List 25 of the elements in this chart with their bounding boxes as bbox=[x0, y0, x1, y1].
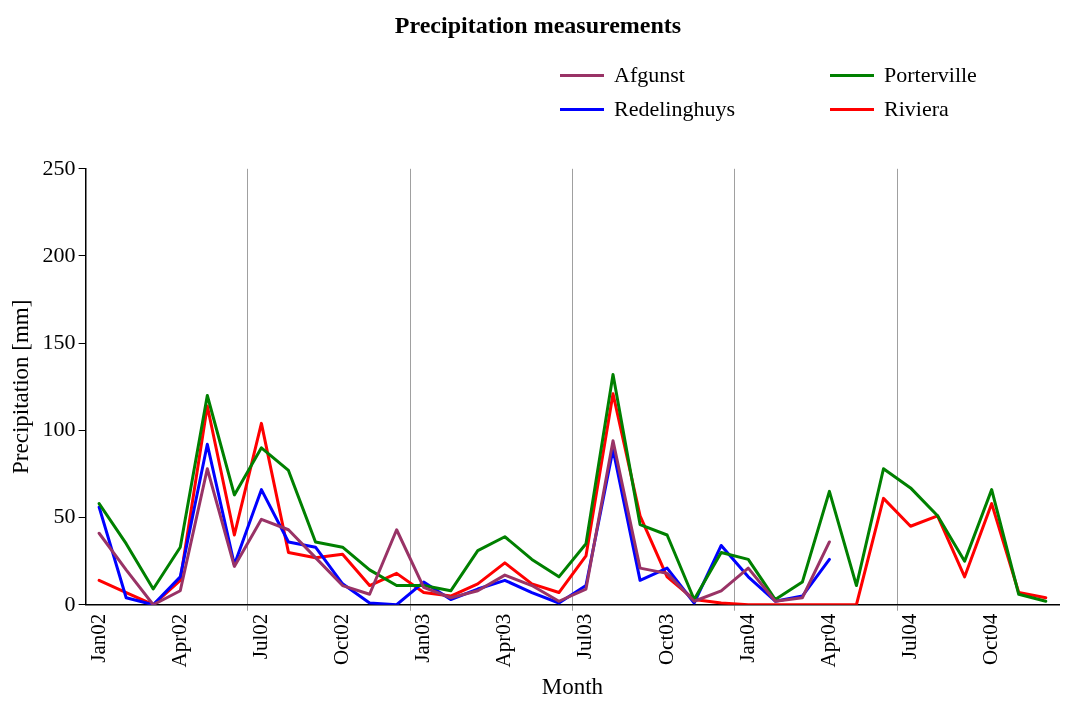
legend-label: Redelinghuys bbox=[614, 96, 735, 122]
x-tick-label: Oct04 bbox=[978, 613, 1003, 666]
x-tick-label: Oct02 bbox=[329, 613, 354, 666]
x-tick-label: Jan03 bbox=[410, 613, 435, 663]
x-tick-label: Jan04 bbox=[734, 613, 759, 663]
y-tick-label: 0 bbox=[64, 590, 76, 616]
y-axis-title: Precipitation [mm] bbox=[7, 299, 33, 474]
y-tick-label: 200 bbox=[42, 241, 76, 267]
legend-label: Afgunst bbox=[614, 62, 685, 88]
x-tick-label: Apr03 bbox=[491, 613, 516, 668]
x-tick-label: Apr02 bbox=[166, 613, 191, 668]
legend-label: Porterville bbox=[884, 62, 977, 88]
chart-title: Precipitation measurements bbox=[394, 11, 682, 38]
y-tick-label: 50 bbox=[53, 503, 76, 529]
legend-label: Riviera bbox=[884, 96, 949, 122]
x-axis-title: Month bbox=[541, 674, 604, 700]
y-tick-label: 100 bbox=[42, 416, 76, 442]
x-tick-label: Jul03 bbox=[572, 613, 597, 660]
x-tick-label: Oct03 bbox=[653, 613, 678, 666]
x-tick-label: Jan02 bbox=[85, 613, 110, 663]
y-tick-label: 150 bbox=[42, 328, 76, 354]
x-tick-label: Apr04 bbox=[815, 613, 840, 668]
x-tick-label: Jul04 bbox=[897, 613, 922, 660]
x-tick-label: Jul02 bbox=[247, 613, 272, 660]
y-tick-label: 250 bbox=[42, 154, 76, 180]
